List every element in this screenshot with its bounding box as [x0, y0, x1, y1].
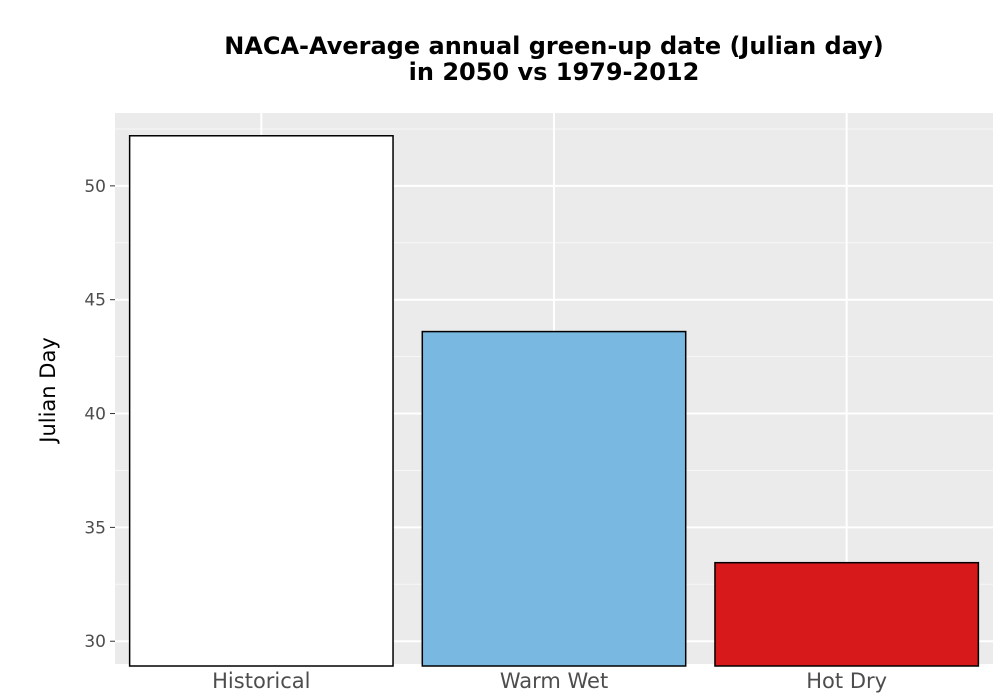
- y-tick-label: 35: [84, 518, 106, 538]
- y-tick-label: 40: [84, 405, 106, 425]
- x-tick-label: Warm Wet: [500, 669, 608, 693]
- y-tick-label: 50: [84, 177, 106, 197]
- y-tick-label: 45: [84, 291, 106, 311]
- x-tick-label: Hot Dry: [806, 669, 887, 693]
- bar-hot-dry: [714, 561, 980, 667]
- x-tick-label: Historical: [212, 669, 310, 693]
- bar-historical: [128, 135, 394, 667]
- bar-warm-wet: [421, 330, 687, 667]
- chart-subtitle: in 2050 vs 1979-2012: [408, 58, 700, 86]
- chart-title: NACA-Average annual green-up date (Julia…: [224, 32, 884, 60]
- y-tick-label: 30: [84, 632, 106, 652]
